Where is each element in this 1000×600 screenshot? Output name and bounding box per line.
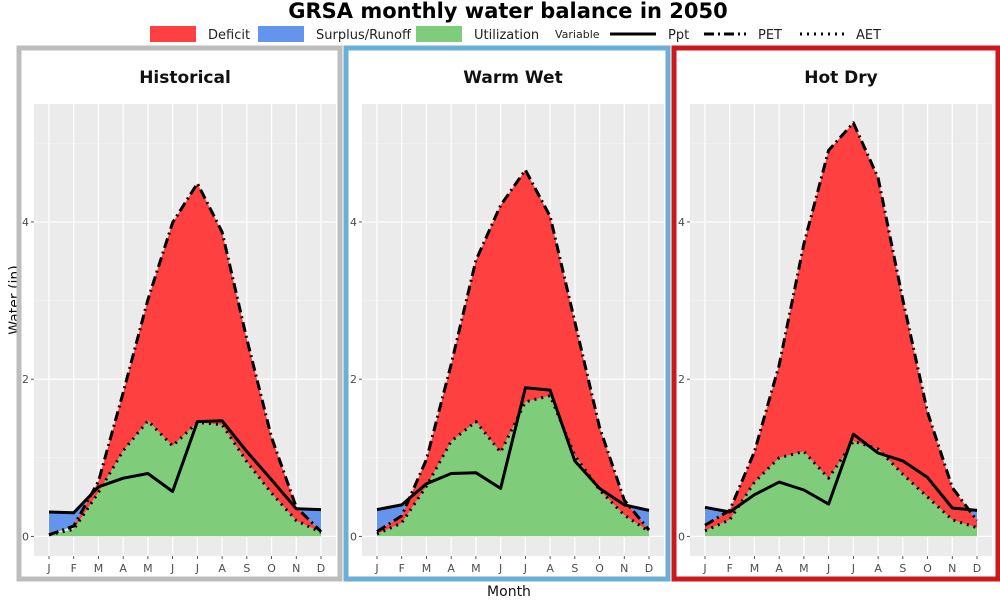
panel-hot-dry: 0 2 4 J F M A M J J A S O N D Hot Dry xyxy=(671,45,1000,582)
legend-label-deficit: Deficit xyxy=(208,28,250,43)
x-tick-label: F xyxy=(399,562,405,575)
x-tick-label: S xyxy=(571,562,578,575)
panel-title: Warm Wet xyxy=(463,68,562,88)
deficit-area xyxy=(705,122,977,531)
legend-label-pet: PET xyxy=(758,28,782,43)
deficit-area xyxy=(73,183,321,533)
x-tick-label: M xyxy=(750,562,760,575)
x-tick-label: F xyxy=(71,562,77,575)
surplus-area xyxy=(377,498,410,532)
x-tick-label: J xyxy=(46,562,50,575)
x-tick-label: M xyxy=(422,562,432,575)
x-tick-label: J xyxy=(702,562,706,575)
x-tick-label: J xyxy=(498,562,502,575)
x-tick-label: O xyxy=(267,562,276,575)
series-line-ppt xyxy=(48,419,322,515)
utilization-area xyxy=(377,395,649,537)
legend-label-surplus: Surplus/Runoff xyxy=(316,28,412,43)
y-tick-label: 2 xyxy=(678,373,685,386)
surplus-area xyxy=(297,508,321,532)
x-tick-label: J xyxy=(170,562,174,575)
series-line-pet xyxy=(376,168,651,533)
x-tick-label: F xyxy=(727,562,733,575)
panel-title: Historical xyxy=(139,68,231,88)
x-tick-label: J xyxy=(195,562,199,575)
x-tick-label: N xyxy=(948,562,956,575)
y-tick-label: 4 xyxy=(350,216,357,229)
legend-label-utilization: Utilization xyxy=(474,28,539,43)
utilization-area xyxy=(49,420,321,537)
x-tick-label: A xyxy=(218,562,226,575)
x-tick-label: O xyxy=(923,562,932,575)
series-line-ppt xyxy=(376,386,650,512)
panel-warm-wet: 0 2 4 J F M A M J J A S O N D Warm Wet xyxy=(343,45,671,582)
x-tick-label: D xyxy=(317,562,325,575)
x-tick-label: N xyxy=(620,562,628,575)
series-line-pet xyxy=(704,121,979,527)
x-tick-label: M xyxy=(799,562,809,575)
x-tick-label: D xyxy=(645,562,653,575)
x-tick-label: O xyxy=(595,562,604,575)
chart-title: GRSA monthly water balance in 2050 xyxy=(288,0,728,23)
legend-swatch-utilization xyxy=(416,26,462,42)
x-axis-title: Month xyxy=(487,584,531,600)
y-tick-label: 4 xyxy=(22,216,29,229)
legend-variable-title: Variable xyxy=(555,28,600,41)
x-tick-label: J xyxy=(374,562,378,575)
series-line-pet xyxy=(48,181,323,537)
surplus-area xyxy=(968,509,977,521)
x-tick-label: D xyxy=(973,562,981,575)
x-tick-label: J xyxy=(523,562,527,575)
y-tick-label: 4 xyxy=(678,216,685,229)
legend-swatch-deficit xyxy=(150,26,196,42)
x-tick-label: M xyxy=(471,562,481,575)
x-tick-label: A xyxy=(447,562,455,575)
utilization-area xyxy=(705,441,977,537)
x-tick-label: S xyxy=(243,562,250,575)
y-tick-label: 0 xyxy=(350,530,357,543)
y-tick-label: 0 xyxy=(22,530,29,543)
x-tick-label: A xyxy=(874,562,882,575)
legend-label-aet: AET xyxy=(856,28,881,43)
series-line-aet xyxy=(376,394,650,536)
panel-historical: 0 2 4 J F M A M J J A S O N D Historical xyxy=(16,45,343,582)
series-line-ppt xyxy=(704,432,978,514)
x-tick-label: A xyxy=(119,562,127,575)
legend-label-ppt: Ppt xyxy=(668,28,689,43)
legend: Deficit Surplus/Runoff Utilization Varia… xyxy=(150,26,881,43)
panel-title: Hot Dry xyxy=(804,68,878,88)
x-tick-label: S xyxy=(899,562,906,575)
x-tick-label: A xyxy=(546,562,554,575)
y-tick-label: 0 xyxy=(678,530,685,543)
x-tick-label: M xyxy=(143,562,153,575)
legend-swatch-surplus xyxy=(258,26,304,42)
x-tick-label: A xyxy=(775,562,783,575)
x-tick-label: M xyxy=(94,562,104,575)
deficit-area xyxy=(377,170,649,534)
x-tick-label: J xyxy=(826,562,830,575)
y-tick-label: 2 xyxy=(350,373,357,386)
panel-border xyxy=(671,45,1000,582)
surplus-area xyxy=(49,494,92,535)
y-tick-label: 2 xyxy=(22,373,29,386)
x-tick-label: N xyxy=(292,562,300,575)
panel-border xyxy=(343,45,671,582)
series-line-aet xyxy=(704,439,978,533)
panel-border xyxy=(16,45,343,582)
x-tick-label: J xyxy=(851,562,855,575)
panels: 0 2 4 J F M A M J J A S O N D Historical 0 2 4 J F M A M J J A S O N D… xyxy=(16,45,1000,582)
